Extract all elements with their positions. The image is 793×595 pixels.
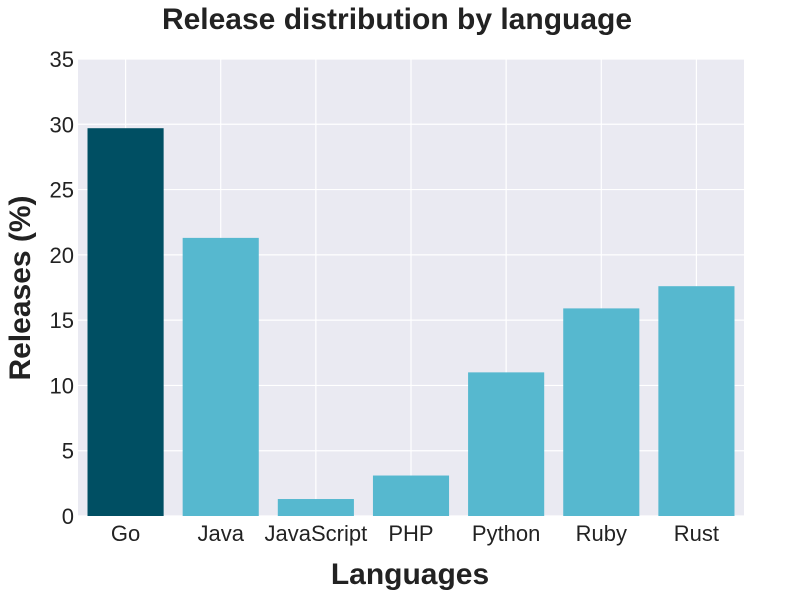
y-axis-label: Releases (%) — [4, 195, 37, 380]
y-tick-label: 35 — [50, 47, 74, 72]
x-tick-label: Java — [197, 521, 244, 546]
y-tick-label: 25 — [50, 178, 74, 203]
y-axis-ticks: 0 5 10 15 20 25 30 35 — [50, 47, 74, 529]
x-tick-label: Rust — [674, 521, 719, 546]
bar-php — [372, 475, 450, 516]
y-tick-label: 20 — [50, 243, 74, 268]
y-tick-label: 10 — [50, 373, 74, 398]
x-tick-label: JavaScript — [264, 521, 367, 546]
x-axis-ticks: Go Java JavaScript PHP Python Ruby Rust — [111, 521, 719, 546]
bar-java — [182, 237, 259, 516]
bar-javascript — [277, 499, 354, 516]
y-tick-label: 0 — [62, 504, 74, 529]
x-tick-label: Go — [111, 521, 140, 546]
y-tick-label: 15 — [50, 308, 74, 333]
chart-title: Release distribution by language — [162, 3, 632, 36]
y-tick-label: 30 — [50, 112, 74, 137]
bar-python — [468, 372, 545, 516]
x-tick-label: Ruby — [576, 521, 627, 546]
bar-ruby — [563, 308, 640, 516]
bars — [87, 128, 735, 516]
x-axis-label: Languages — [331, 558, 489, 591]
bar-rust — [658, 286, 735, 516]
x-tick-label: PHP — [388, 521, 433, 546]
bar-go — [87, 128, 164, 516]
x-tick-label: Python — [472, 521, 541, 546]
y-tick-label: 5 — [62, 439, 74, 464]
